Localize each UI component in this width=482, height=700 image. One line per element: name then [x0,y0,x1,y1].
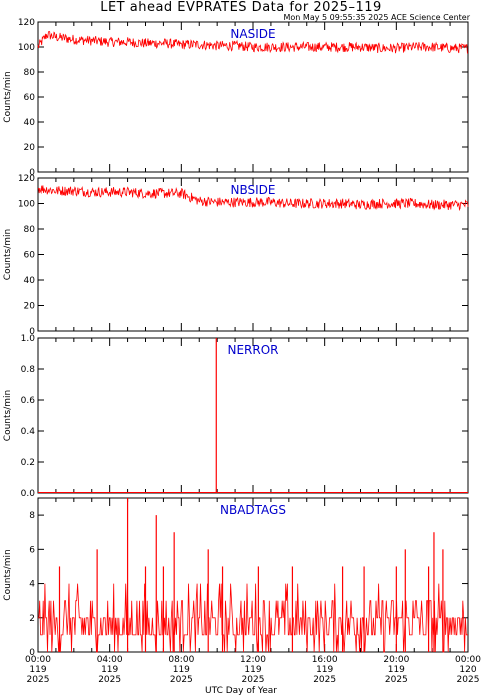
naside-ylabel: Counts/min [3,71,13,122]
nbside-series-label: NBSIDE [231,183,276,197]
nerror-series-label: NERROR [227,343,278,357]
nbside-ytick-label: 40 [24,276,36,286]
nbadtags-ytick-label: 0 [29,648,35,658]
xtick-label-doy: 120 [459,665,476,675]
nbadtags-ytick-label: 4 [29,580,35,590]
xtick-label-doy: 119 [316,665,333,675]
nbadtags-ylabel: Counts/min [3,549,13,600]
chart-title: LET ahead EVPRATES Data for 2025–119 [100,0,382,15]
xtick-label-year: 2025 [27,675,50,685]
nbside-ytick-label: 120 [18,174,35,184]
nerror-ylabel: Counts/min [3,390,13,441]
nbside-ytick-label: 60 [24,251,36,261]
nbside-ytick-label: 20 [24,302,36,312]
naside-ytick-label: 80 [24,68,36,78]
nerror-ytick-label: 0.2 [21,458,35,468]
xtick-label-doy: 119 [173,665,190,675]
xtick-label-year: 2025 [242,675,265,685]
nerror-frame [37,337,469,494]
xtick-label-time: 08:00 [168,655,194,665]
xtick-label-doy: 119 [101,665,118,675]
xtick-label-year: 2025 [170,675,193,685]
naside-ytick-label: 20 [24,143,36,153]
xtick-label-year: 2025 [385,675,408,685]
xtick-label-doy: 119 [388,665,405,675]
nbadtags-ytick-label: 8 [29,511,35,521]
timestamp: Mon May 5 09:55:35 2025 ACE Science Cent… [283,13,471,22]
nbadtags-ytick-label: 6 [29,545,35,555]
naside-series-label: NASIDE [230,27,275,41]
xtick-label-doy: 119 [244,665,261,675]
nbadtags-series-line [38,583,468,653]
xtick-label-year: 2025 [457,675,480,685]
naside-ytick-label: 60 [24,93,36,103]
nerror-ytick-label: 0.4 [21,427,36,437]
xtick-label-doy: 119 [29,665,46,675]
nbside-ytick-label: 100 [18,200,35,210]
nerror-ytick-label: 0.8 [21,365,36,375]
nbside-ytick-label: 80 [24,225,36,235]
xtick-label-year: 2025 [313,675,336,685]
x-axis-label: UTC Day of Year [205,686,277,696]
nerror-ytick-label: 0.0 [21,489,36,499]
nbadtags-ytick-label: 2 [29,614,35,624]
xtick-label-time: 04:00 [97,655,123,665]
nbside-ylabel: Counts/min [3,229,13,280]
xtick-label-time: 16:00 [312,655,338,665]
xtick-label-time: 00:00 [25,655,51,665]
nerror-ytick-label: 0.6 [21,396,36,406]
naside-ytick-label: 120 [18,18,35,28]
nbside-series-line [37,185,469,212]
xtick-label-time: 00:00 [455,655,481,665]
naside-ytick-label: 0 [29,168,35,178]
nbadtags-series-label: NBADTAGS [220,503,286,517]
nerror-ytick-label: 1.0 [21,334,36,344]
xtick-label-time: 20:00 [383,655,409,665]
naside-series-line [37,30,469,54]
naside-ytick-label: 100 [18,43,35,53]
naside-ytick-label: 40 [24,118,36,128]
xtick-label-time: 12:00 [240,655,266,665]
xtick-label-year: 2025 [98,675,121,685]
nbside-ytick-label: 0 [29,327,35,337]
